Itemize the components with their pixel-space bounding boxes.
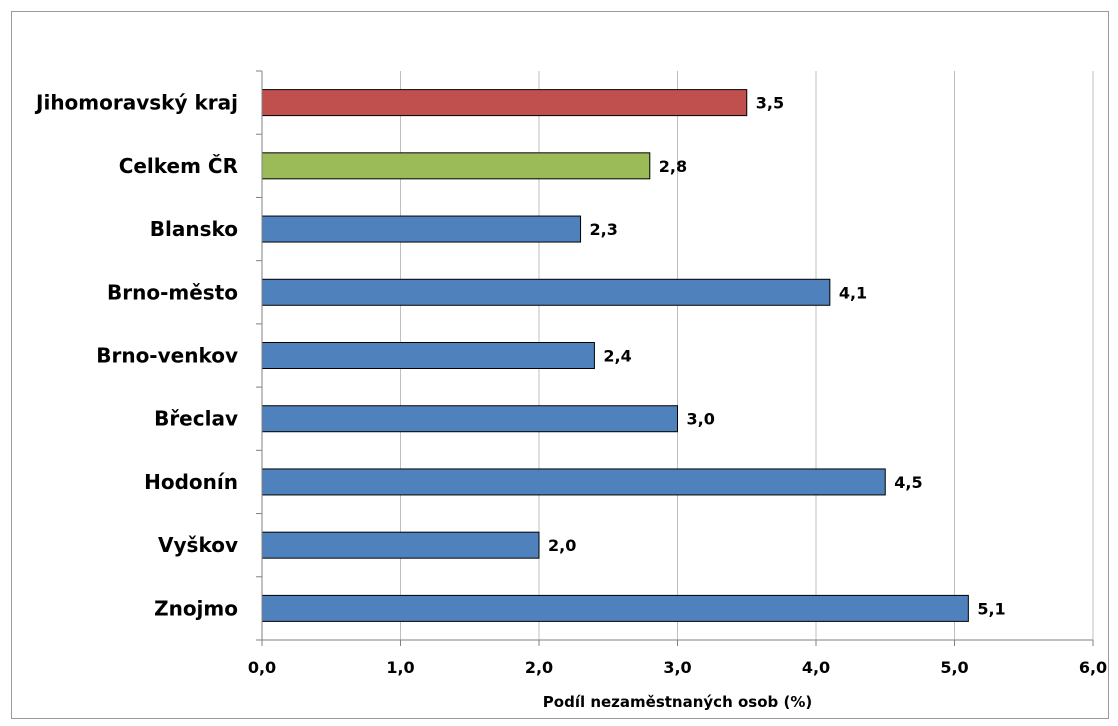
x-tick-label: 2,0: [525, 658, 553, 677]
x-tick-label: 3,0: [663, 658, 691, 677]
x-tick-label: 6,0: [1079, 658, 1107, 677]
x-tick-label: 1,0: [386, 658, 414, 677]
bar: [261, 89, 748, 117]
value-label: 3,5: [756, 94, 784, 113]
bar: [261, 278, 831, 306]
bar: [261, 152, 651, 180]
x-axis-title: Podíl nezaměstnaných osob (%): [543, 693, 812, 711]
category-label: Blansko: [150, 217, 238, 241]
labels: 3,5 Jihomoravský kraj 2,8 Celkem ČR 2,3 Blans…: [34, 91, 1107, 677]
value-label: 2,0: [548, 536, 576, 555]
bar: [261, 405, 678, 433]
category-label: Celkem ČR: [119, 154, 238, 178]
category-label: Vyškov: [158, 533, 238, 557]
category-label: Břeclav: [154, 407, 238, 431]
category-label: Brno-venkov: [96, 344, 238, 368]
x-tick-label: 0,0: [248, 658, 276, 677]
x-tick-label: 4,0: [802, 658, 830, 677]
value-label: 2,3: [590, 220, 618, 239]
bars: [261, 89, 969, 622]
value-label: 4,5: [894, 473, 922, 492]
category-label: Brno-město: [107, 280, 238, 304]
bar: [261, 468, 886, 496]
category-label: Hodonín: [144, 470, 238, 494]
bar: [261, 342, 595, 369]
value-label: 2,8: [659, 157, 687, 176]
category-label: Znojmo: [154, 596, 238, 620]
x-tick-label: 5,0: [940, 658, 968, 677]
bar: [261, 215, 582, 243]
category-label: Jihomoravský kraj: [34, 91, 238, 115]
value-label: 4,1: [839, 283, 867, 302]
bar: [261, 531, 540, 559]
value-label: 5,1: [977, 599, 1005, 618]
value-label: 3,0: [687, 410, 715, 429]
axes: [256, 70, 1094, 646]
bar: [261, 594, 969, 622]
value-label: 2,4: [603, 347, 631, 366]
